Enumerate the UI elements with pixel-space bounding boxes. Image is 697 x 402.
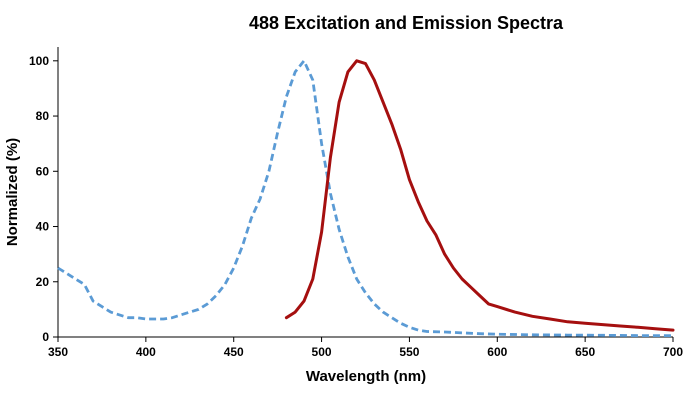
x-tick-label: 650 (575, 345, 595, 359)
excitation-series-line (57, 59, 673, 338)
x-tick-label: 600 (487, 345, 507, 359)
y-tick-label: 60 (36, 164, 50, 178)
y-tick-label: 100 (29, 54, 49, 68)
plot-area (58, 47, 673, 337)
x-tick-label: 350 (48, 345, 68, 359)
series-layer (57, 59, 675, 338)
y-tick-label: 0 (42, 330, 49, 344)
x-tick-label: 400 (136, 345, 156, 359)
y-tick-label: 80 (36, 109, 50, 123)
x-tick-label: 550 (399, 345, 419, 359)
x-axis-ticks: 350 400 450 500 550 600 650 700 (48, 337, 683, 359)
y-axis-ticks: 0 20 40 60 80 100 (29, 54, 58, 344)
x-tick-label: 450 (224, 345, 244, 359)
chart-title: 488 Excitation and Emission Spectra (249, 13, 564, 33)
y-axis-title: Normalized (%) (4, 138, 21, 246)
x-tick-label: 700 (663, 345, 683, 359)
y-tick-label: 40 (36, 220, 50, 234)
emission-series-line (284, 59, 675, 332)
x-tick-label: 500 (312, 345, 332, 359)
y-tick-label: 20 (36, 275, 50, 289)
x-axis-title: Wavelength (nm) (306, 368, 426, 385)
